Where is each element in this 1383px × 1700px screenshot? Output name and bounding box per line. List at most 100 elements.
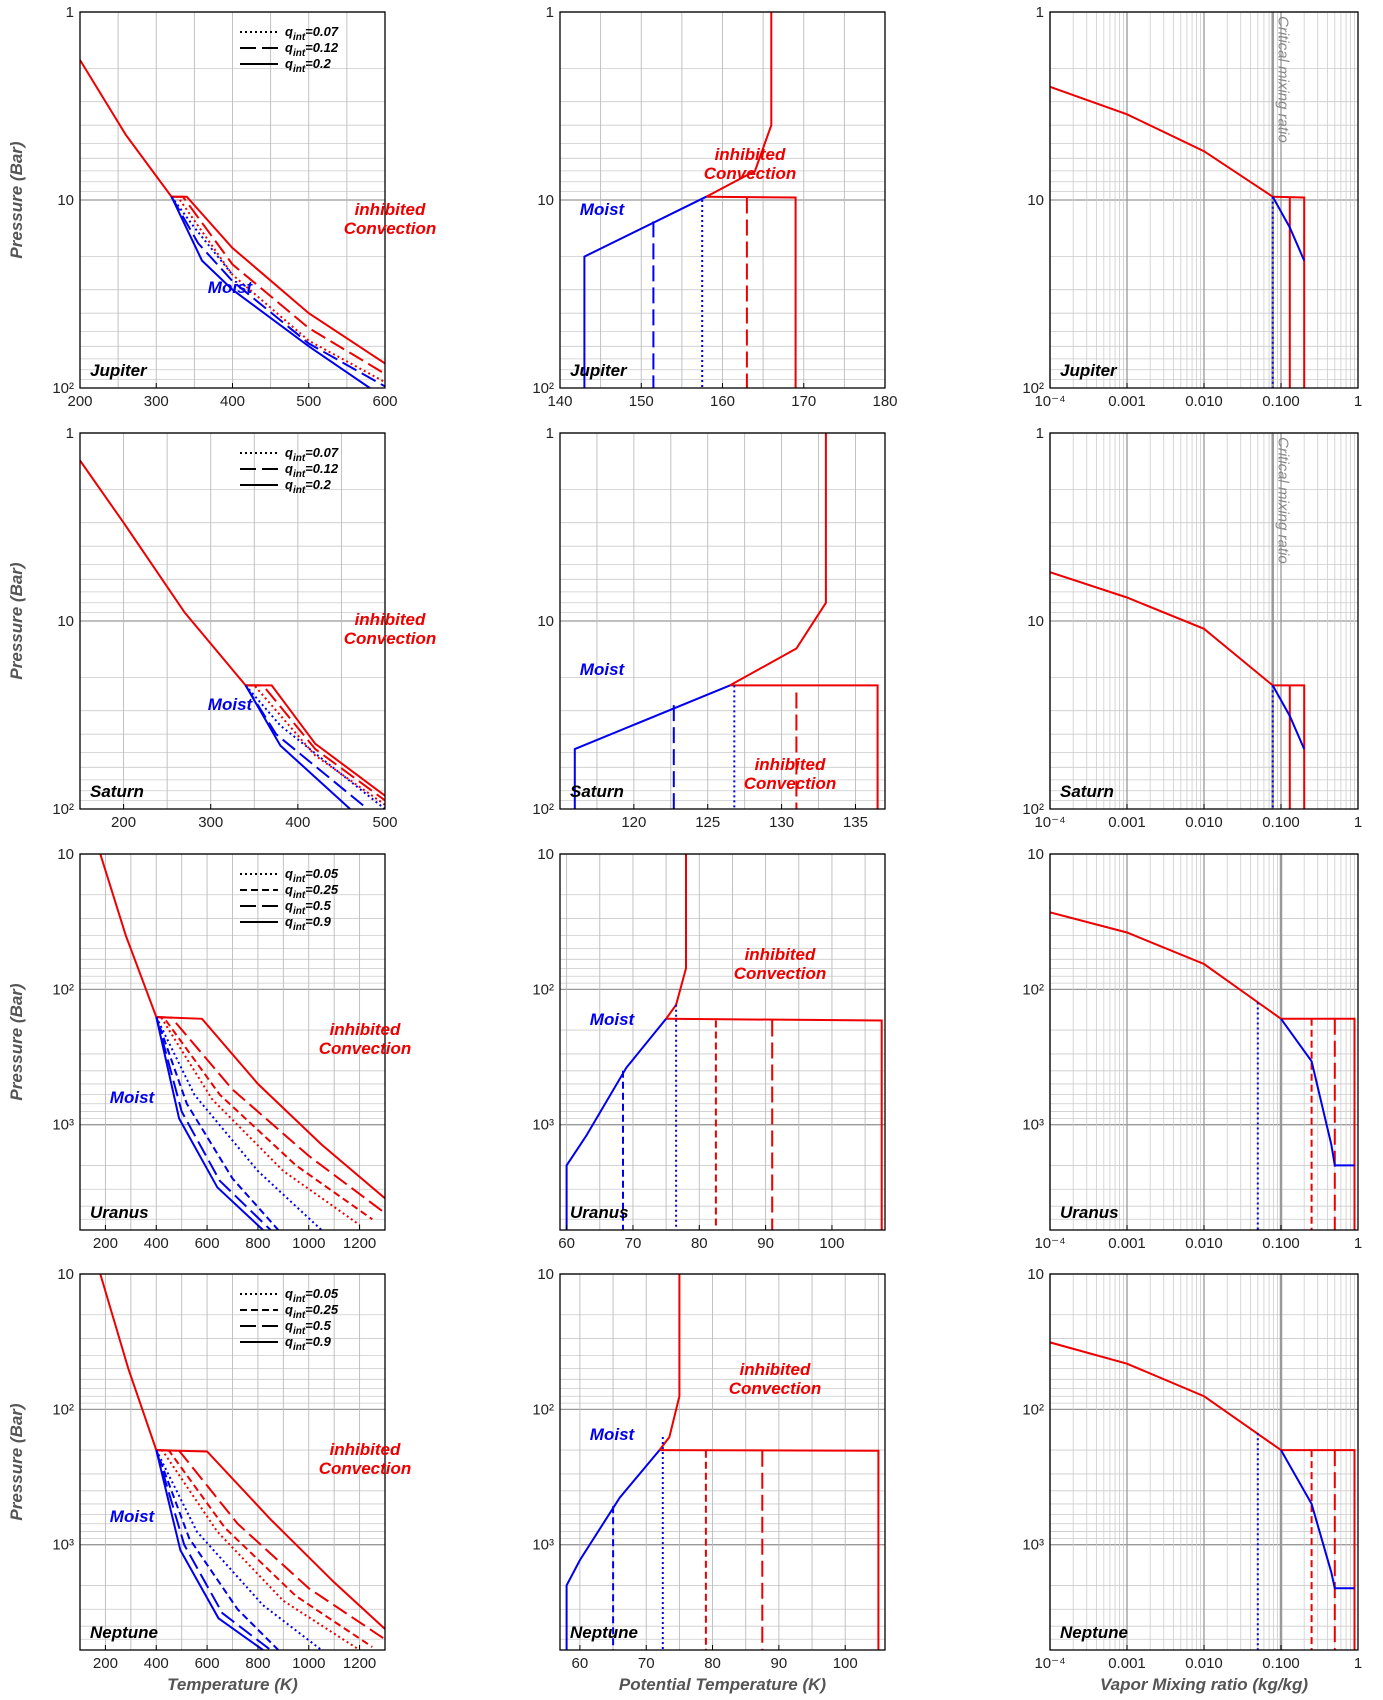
y-tick-label: 10 [1027,1266,1044,1283]
panel-saturn-potential: 1 10 10² 120 125 130 135 Saturn Moist inhibited Co… [532,425,886,831]
planet-label: Uranus [90,1203,149,1222]
series-line-red-longdash [171,195,385,375]
y-tick-label: 1 [546,4,554,21]
inhibited-label: inhibited Convection [344,610,437,648]
x-tick-label: 400 [285,814,310,831]
x-tick-label: 10⁻⁴ [1034,814,1065,831]
critical-label: Critical mixing ratio [1275,437,1292,564]
planet-label: Uranus [570,1203,629,1222]
plot-frame [79,432,386,810]
series-line-blue-solid [170,196,371,388]
moist-label: Moist [590,1425,636,1444]
y-tick-label: 10² [1022,981,1044,998]
inhibited-label: inhibited Convection [319,1020,412,1058]
inhibited-line: inhibited [355,200,426,219]
y-axis-label: Pressure (Bar) [7,1403,26,1521]
y-tick-label: 10 [57,1266,74,1283]
x-tick-label: 400 [220,393,245,410]
moist-label: Moist [110,1088,156,1107]
series-line-blue-solid [583,195,707,388]
series-line-red-solid [1281,1449,1356,1650]
inhibited-line: inhibited [715,145,786,164]
x-tick-label: 100 [819,1235,844,1252]
series-line-blue-solid [1280,1018,1355,1167]
legend-label: qint=0.05 [285,1286,339,1305]
plot-frame [559,853,886,1231]
inhibited-label: inhibited Convection [319,1440,412,1478]
planet-label: Saturn [570,782,624,801]
y-tick-label: 10³ [1022,1537,1044,1554]
critical-label: Critical mixing ratio [1275,16,1292,143]
y-tick-label: 1 [546,425,554,442]
y-tick-label: 10² [532,380,554,397]
series-line-blue-solid [244,684,351,809]
y-tick-label: 10² [532,1401,554,1418]
x-tick-label: 1 [1354,393,1362,410]
x-axis-label: Vapor Mixing ratio (kg/kg) [1100,1675,1308,1694]
x-tick-label: 60 [572,1655,589,1672]
series-group [1050,85,1306,388]
legend-label: qint=0.05 [285,866,339,885]
y-tick-label: 10² [1022,801,1044,818]
series-group [565,854,883,1230]
y-axis-label: Pressure (Bar) [7,141,26,259]
series-line-red-solid [665,854,687,1020]
x-tick-label: 600 [195,1235,220,1252]
inhibited-line: Convection [744,774,837,793]
planet-label: Neptune [570,1623,638,1642]
y-tick-label: 10 [1027,613,1044,630]
panel-uranus-potential: 10 10² 10³ 60 70 80 90 100 Uranus Moist inhibited C… [532,846,886,1252]
inhibited-line: inhibited [740,1360,811,1379]
y-tick-label: 10² [52,981,74,998]
inhibited-line: Convection [729,1379,822,1398]
planet-label: Uranus [1060,1203,1119,1222]
series-line-red-longdash [156,1016,385,1214]
moist-label: Moist [580,660,626,679]
grid [559,432,885,809]
x-tick-label: 1 [1354,1655,1362,1672]
series-line-blue-solid [565,1449,661,1650]
legend-label: qint=0.07 [285,445,339,464]
inhibited-line: inhibited [330,1020,401,1039]
inhibited-label: inhibited Convection [344,200,437,238]
x-tick-label: 500 [372,814,397,831]
x-tick-label: 800 [245,1655,270,1672]
y-tick-label: 10² [52,801,74,818]
series-line-blue-longdash [155,1449,272,1650]
inhibited-line: inhibited [745,945,816,964]
inhibited-label: inhibited Convection [704,145,797,183]
series-group [80,59,385,388]
series-line-blue-solid [155,1449,264,1650]
y-tick-label: 10² [1022,380,1044,397]
planet-label: Saturn [1060,782,1114,801]
inhibited-line: inhibited [355,610,426,629]
y-tick-label: 10³ [532,1537,554,1554]
series-line-blue-solid [1280,1449,1355,1590]
x-tick-label: 0.010 [1185,1235,1223,1252]
legend-label: qint=0.25 [285,882,339,901]
series-line-red-longdash [156,1449,385,1641]
y-tick-label: 10 [1027,846,1044,863]
series-line-blue-solid [573,684,731,809]
y-tick-label: 10² [532,981,554,998]
x-tick-label: 10⁻⁴ [1034,1235,1065,1252]
series-line-blue-longdash [155,1016,272,1230]
grid [1049,11,1358,388]
y-tick-label: 10 [1027,192,1044,209]
plot-frame [559,432,886,810]
x-tick-label: 80 [691,1235,708,1252]
panel-neptune-mixing: 10 10² 10³ 10⁻⁴ 0.001 0.010 0.100 1 Neptune [1022,1266,1362,1672]
inhibited-line: Convection [319,1039,412,1058]
grid [79,11,386,388]
y-tick-label: 1 [66,425,74,442]
grid [1049,432,1358,809]
x-axis-label: Potential Temperature (K) [619,1675,827,1694]
series-line-red-solid [1272,684,1306,809]
x-tick-label: 600 [372,393,397,410]
y-tick-label: 10 [57,613,74,630]
inhibited-line: inhibited [755,755,826,774]
series-line-red-dot [245,684,385,806]
inhibited-label: inhibited Convection [734,945,827,983]
x-tick-label: 180 [872,393,897,410]
